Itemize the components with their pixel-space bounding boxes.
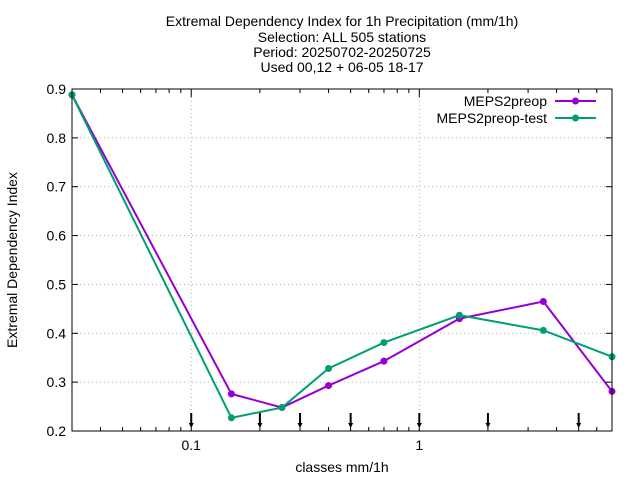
class-marker-arrow: [257, 413, 263, 428]
chart-subtitle-used: Used 00,12 + 06-05 18-17: [260, 59, 423, 75]
plot-frame: [71, 88, 613, 432]
data-point: [539, 326, 547, 334]
chart-subtitle-period: Period: 20250702-20250725: [253, 44, 431, 60]
legend-label: MEPS2preop: [464, 93, 547, 109]
data-point: [325, 364, 333, 372]
class-marker-arrow: [348, 413, 354, 428]
data-point: [227, 390, 235, 398]
y-tick-label: 0.7: [47, 179, 67, 195]
series-1: [68, 91, 616, 422]
y-tick-label: 0.4: [47, 325, 67, 341]
y-axis-label: Extremal Dependency Index: [4, 172, 20, 348]
data-point: [325, 382, 333, 390]
series-line: [71, 94, 613, 409]
y-tick-label: 0.5: [47, 276, 67, 292]
series-line: [71, 94, 613, 419]
legend-entry: MEPS2preop-test: [437, 110, 596, 126]
data-point: [227, 414, 235, 422]
class-marker-arrow: [576, 413, 582, 428]
y-tick-label: 0.2: [47, 423, 67, 439]
grid: [72, 89, 612, 431]
x-tick-label: 0.1: [182, 437, 202, 453]
series-layer: [68, 91, 616, 422]
data-point: [380, 339, 388, 347]
legend-label: MEPS2preop-test: [437, 110, 548, 126]
data-point: [455, 311, 463, 319]
axis-ticks: 0.2 0.3 0.4 0.5 0.6 0.7 0.8 0.9 0.1 1: [47, 81, 612, 453]
y-tick-label: 0.6: [47, 228, 67, 244]
chart-title: Extremal Dependency Index for 1h Precipi…: [166, 13, 519, 29]
class-marker-arrow: [297, 413, 303, 428]
legend-swatch-point: [572, 114, 579, 122]
class-marker-arrow: [485, 413, 491, 428]
chart-subtitle-selection: Selection: ALL 505 stations: [258, 29, 426, 45]
data-point: [539, 298, 547, 306]
y-tick-label: 0.9: [47, 81, 67, 97]
x-axis-label: classes mm/1h: [295, 459, 388, 475]
data-point: [380, 357, 388, 365]
legend-swatch-point: [572, 97, 579, 105]
legend-entry: MEPS2preop: [464, 93, 596, 109]
y-tick-label: 0.8: [47, 130, 67, 146]
chart-title-block: Extremal Dependency Index for 1h Precipi…: [166, 13, 519, 75]
x-tick-label: 1: [415, 437, 423, 453]
data-point: [278, 404, 286, 412]
y-tick-label: 0.3: [47, 374, 67, 390]
